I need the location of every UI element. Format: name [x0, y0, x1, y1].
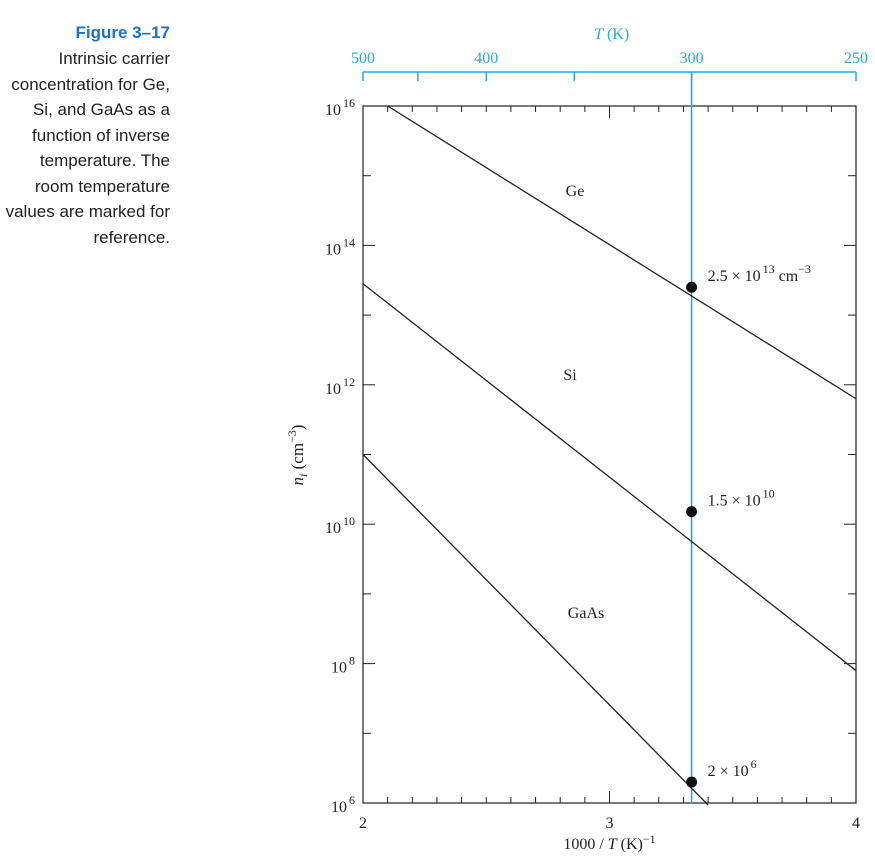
point-annotation: 1.5 × 10 10	[708, 487, 775, 510]
chart-curves	[362, 72, 857, 806]
x-tick-label: 3	[606, 815, 614, 832]
series-line-si	[362, 283, 857, 672]
top-tick-label: 500	[351, 50, 375, 67]
figure-caption-text: Intrinsic carrier concentration for Ge, …	[5, 49, 170, 247]
y-tick-label: 10 10	[325, 514, 355, 537]
top-axis-label: T (K)	[594, 26, 629, 43]
series-label-ge: Ge	[566, 183, 585, 200]
y-axis-label: ni (cm−3)	[285, 425, 310, 486]
room-temp-point	[686, 281, 698, 293]
series-label-gaas: GaAs	[568, 605, 604, 622]
room-temp-point	[686, 776, 698, 788]
series-line-ge	[387, 105, 857, 400]
x-tick-label: 4	[852, 815, 860, 832]
room-temp-point	[686, 506, 698, 518]
chart-frame	[362, 105, 857, 804]
point-annotation: 2.5 × 10 13 cm−3	[708, 262, 811, 285]
figure-caption: Figure 3–17 Intrinsic carrier concentrat…	[0, 22, 170, 250]
figure-label: Figure 3–17	[75, 23, 171, 42]
top-tick-label: 300	[680, 50, 704, 67]
y-tick-label: 10 12	[325, 375, 355, 398]
chart-points	[686, 281, 698, 788]
y-tick-label: 10 8	[331, 654, 355, 677]
top-temperature-axis: 500 400 300 250 T (K)	[351, 26, 868, 81]
point-annotation: 2 × 10 6	[708, 757, 757, 780]
series-line-gaas	[362, 454, 709, 806]
x-axis-label: 1000 / T (K)−1	[563, 832, 655, 853]
series-label-si: Si	[563, 367, 577, 384]
top-tick-label: 250	[844, 50, 868, 67]
y-tick-label: 10 6	[331, 793, 355, 816]
plot-frame	[362, 105, 857, 804]
x-tick-label: 2	[359, 815, 367, 832]
top-tick-label: 400	[474, 50, 498, 67]
y-tick-label: 10 14	[325, 235, 355, 258]
y-tick-label: 10 16	[325, 96, 355, 119]
